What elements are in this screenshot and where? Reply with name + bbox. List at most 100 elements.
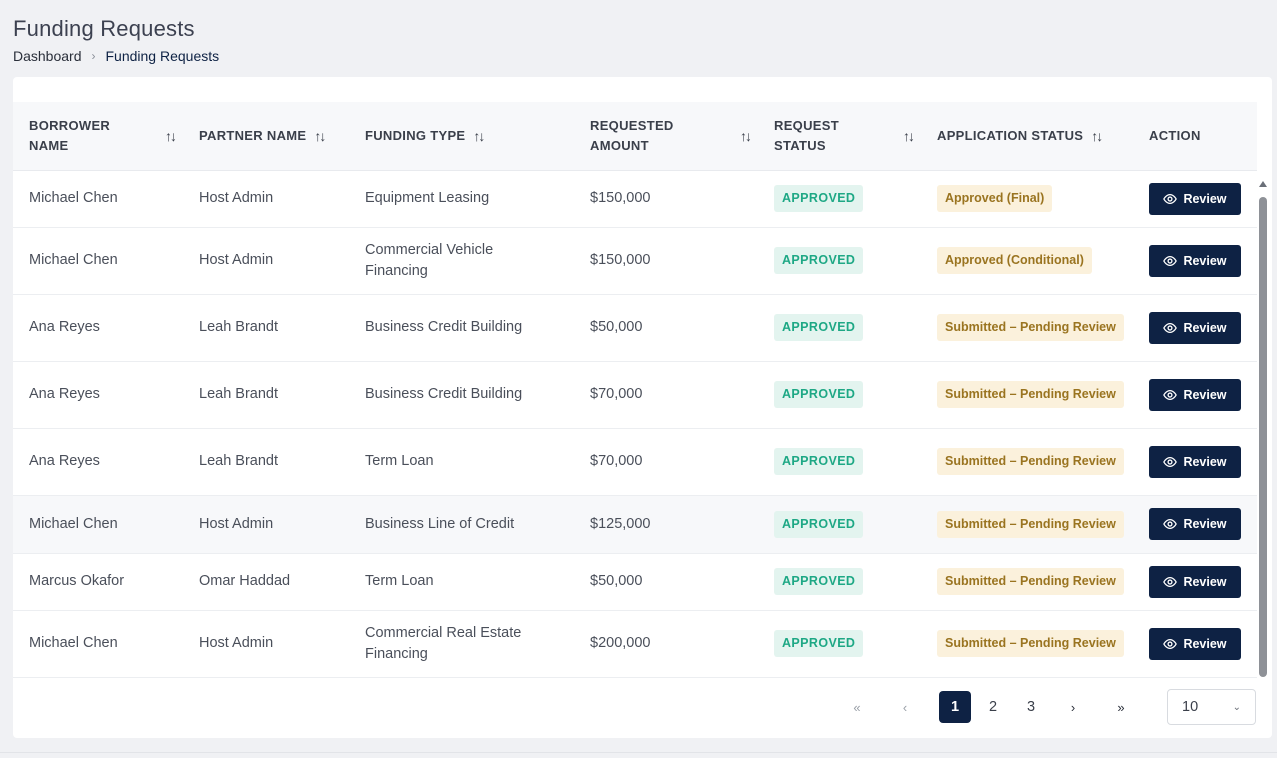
review-button-label: Review [1183,191,1227,206]
eye-icon [1163,518,1178,530]
review-button-label: Review [1183,253,1227,268]
status-badge: APPROVED [774,510,864,538]
review-button-label: Review [1183,574,1227,589]
breadcrumb: Dashboard › Funding Requests [13,48,219,64]
page-size-value: 10 [1182,699,1199,715]
page-3-button[interactable]: 3 [1026,699,1036,715]
eye-icon [1163,255,1178,266]
sort-arrows-icon[interactable]: ↑↓ [740,127,752,144]
application-status-badge: Approved (Final) [937,185,1053,212]
review-button[interactable]: Review [1149,508,1241,540]
table-row: Michael Chen Host Admin Equipment Leasing $… [13,170,1257,228]
review-button[interactable]: Review [1149,311,1241,344]
cell-borrower: Marcus Okafor [13,553,183,611]
cell-amount: $50,000 [574,294,758,362]
cell-application-status: Submitted – Pending Review [921,294,1133,362]
cell-action: Review [1133,227,1257,295]
column-header-0[interactable]: BORROWER NAME ↑↓ [13,102,183,171]
status-badge: APPROVED [774,381,864,408]
table-row: Michael Chen Host Admin Commercial Vehicle… [13,227,1257,295]
next-page-button[interactable]: › [1070,699,1076,715]
scroll-up-arrow-icon[interactable] [1259,181,1267,187]
status-badge: APPROVED [774,568,864,595]
cell-application-status: Approved (Conditional) [921,227,1133,295]
column-header-1[interactable]: PARTNER NAME ↑↓ [183,102,349,171]
column-header-2[interactable]: FUNDING TYPE ↑↓ [349,102,574,171]
table-row: Ana Reyes Leah Brandt Business Credit Buil… [13,361,1257,429]
column-header-3[interactable]: REQUESTED AMOUNT ↑↓ [574,102,758,171]
cell-request-status: APPROVED [758,610,921,678]
cell-action: Review [1133,361,1257,429]
cell-request-status: APPROVED [758,294,921,362]
table-scrollbar[interactable] [1258,181,1268,679]
cell-funding-type: Commercial Vehicle Financing [349,227,574,295]
review-button[interactable]: Review [1149,445,1241,478]
funding-requests-table: BORROWER NAME ↑↓ PARTNER NAME ↑↓ FUNDING TYP… [13,102,1257,678]
page-2-button[interactable]: 2 [988,699,998,715]
cell-amount: $150,000 [574,170,758,228]
cell-request-status: APPROVED [758,170,921,228]
breadcrumb-current: Funding Requests [105,48,220,64]
last-page-button[interactable]: » [1117,699,1125,715]
eye-icon [1163,456,1178,467]
column-header-4[interactable]: REQUEST STATUS ↑↓ [758,102,921,171]
sort-arrows-icon[interactable]: ↑↓ [473,127,485,144]
review-button[interactable]: Review [1149,244,1241,277]
table-scroll-area: BORROWER NAME ↑↓ PARTNER NAME ↑↓ FUNDING TYP… [13,102,1257,678]
cell-partner: Host Admin [183,227,349,295]
cell-amount: $50,000 [574,553,758,611]
cell-borrower: Michael Chen [13,170,183,228]
eye-icon [1163,638,1178,649]
cell-borrower: Michael Chen [13,610,183,678]
scroll-thumb[interactable] [1259,197,1267,677]
review-button[interactable]: Review [1149,627,1241,660]
sort-arrows-icon[interactable]: ↑↓ [903,127,915,144]
first-page-button[interactable]: « [853,699,861,715]
cell-application-status: Submitted – Pending Review [921,428,1133,496]
table-body: Michael Chen Host Admin Equipment Leasing $… [13,170,1257,678]
pagination: « ‹ 1 2 3 › » [838,691,1140,723]
column-header-label: REQUESTED AMOUNT [590,117,674,153]
review-button[interactable]: Review [1149,378,1241,411]
column-header-label: FUNDING TYPE [365,127,466,143]
sort-arrows-icon[interactable]: ↑↓ [314,127,326,144]
cell-amount: $150,000 [574,227,758,295]
breadcrumb-dashboard-link[interactable]: Dashboard [13,48,82,64]
cell-request-status: APPROVED [758,361,921,429]
application-status-badge: Submitted – Pending Review [937,381,1124,408]
prev-page-button[interactable]: ‹ [902,699,908,715]
review-button[interactable]: Review [1149,182,1241,215]
breadcrumb-separator-icon: › [91,49,96,63]
cell-amount: $200,000 [574,610,758,678]
cell-action: Review [1133,610,1257,678]
cell-application-status: Approved (Final) [921,170,1133,228]
cell-request-status: APPROVED [758,495,921,554]
review-button-label: Review [1183,387,1227,402]
page-1-button[interactable]: 1 [939,691,971,723]
chevron-down-icon: ⌄ [1232,701,1241,713]
column-header-label: BORROWER NAME [29,117,111,153]
cell-action: Review [1133,294,1257,362]
sort-arrows-icon[interactable]: ↑↓ [165,127,177,144]
cell-application-status: Submitted – Pending Review [921,495,1133,554]
column-header-5[interactable]: APPLICATION STATUS ↑↓ [921,102,1133,171]
page-size-select[interactable]: 10 ⌄ [1167,689,1256,725]
sort-arrows-icon[interactable]: ↑↓ [1091,127,1103,144]
table-row: Marcus Okafor Omar Haddad Term Loan $50,000… [13,553,1257,611]
table-row: Michael Chen Host Admin Business Line of C… [13,495,1257,554]
application-status-badge: Approved (Conditional) [937,247,1092,274]
review-button[interactable]: Review [1149,565,1241,598]
cell-action: Review [1133,495,1257,554]
status-badge: APPROVED [774,185,864,212]
cell-action: Review [1133,428,1257,496]
cell-partner: Omar Haddad [183,553,349,611]
cell-request-status: APPROVED [758,428,921,496]
eye-icon [1163,193,1178,204]
cell-funding-type: Equipment Leasing [349,170,574,228]
column-header-label: ACTION [1149,127,1201,143]
eye-icon [1163,389,1178,400]
cell-partner: Host Admin [183,170,349,228]
cell-amount: $70,000 [574,428,758,496]
cell-funding-type: Business Credit Building [349,361,574,429]
cell-funding-type: Business Line of Credit [349,495,574,554]
